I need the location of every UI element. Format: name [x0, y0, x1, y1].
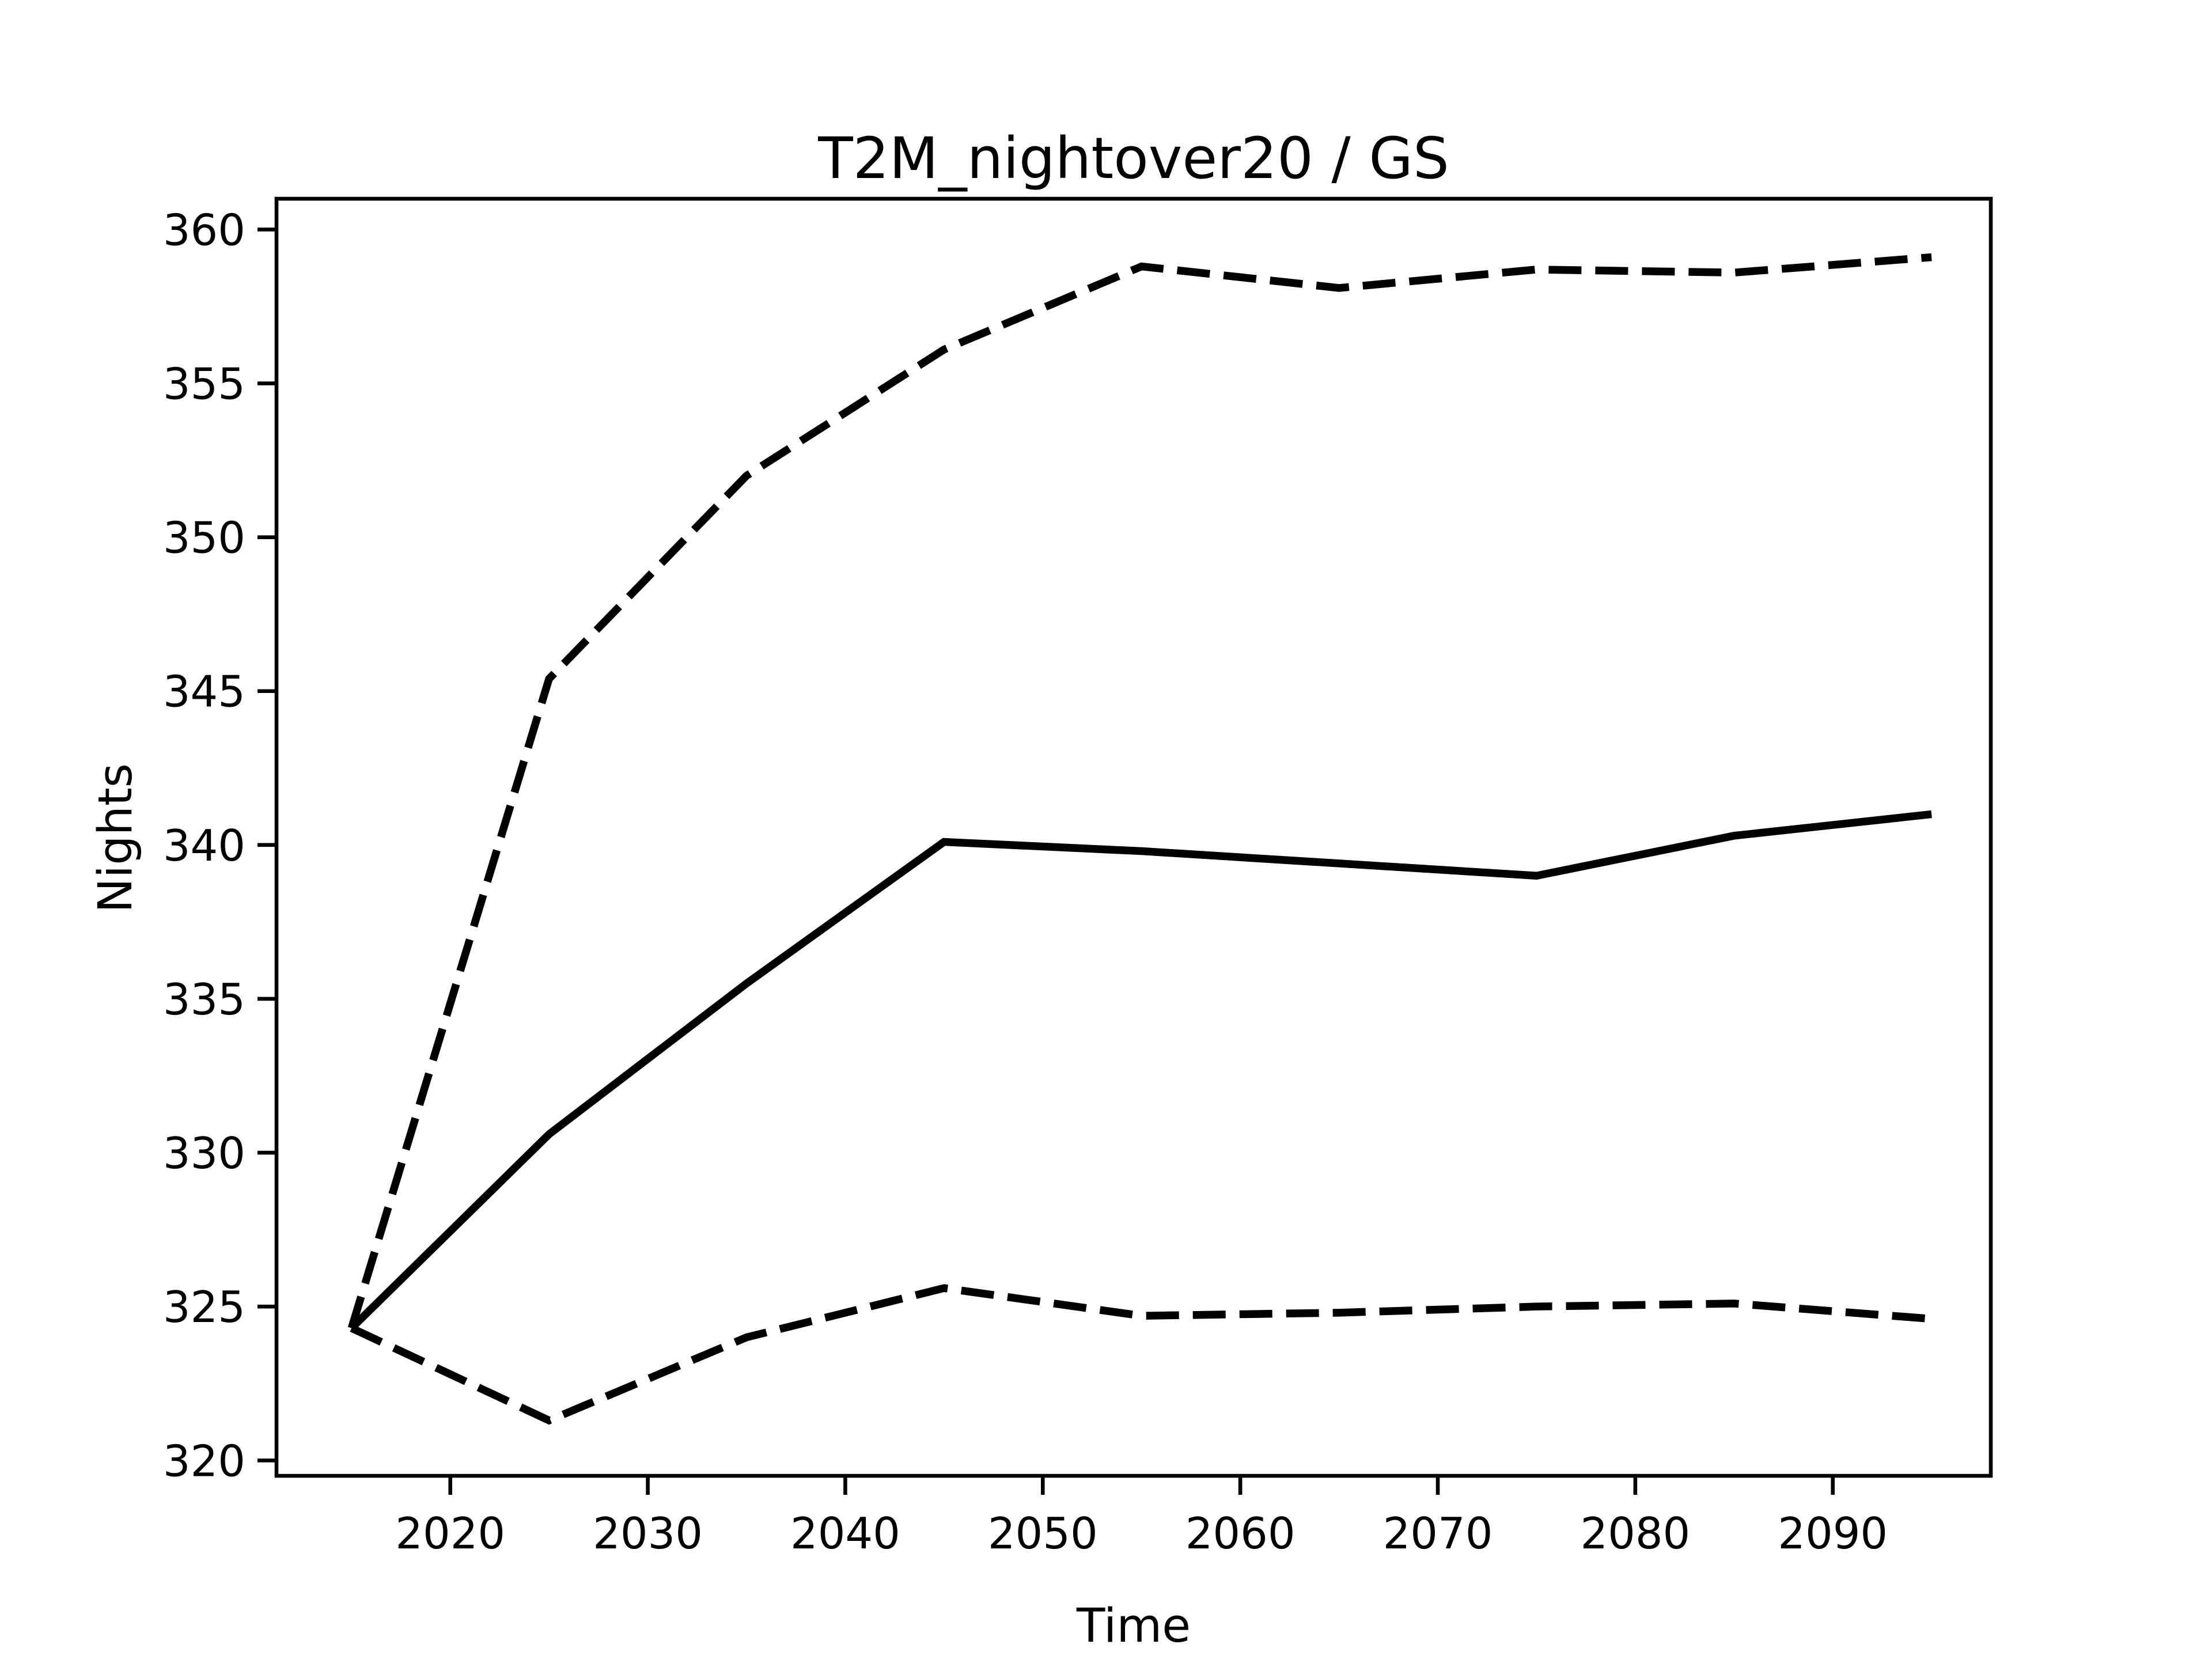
y-tick-label: 360	[163, 204, 245, 255]
y-axis-label: Nights	[89, 763, 143, 913]
x-tick-label: 2070	[1383, 1508, 1493, 1559]
y-tick-label: 350	[163, 513, 245, 563]
y-tick-label: 335	[163, 974, 245, 1025]
x-axis-label: Time	[1076, 1599, 1191, 1653]
y-tick-label: 330	[163, 1128, 245, 1179]
y-tick-label: 340	[163, 820, 245, 871]
x-tick-label: 2030	[593, 1508, 703, 1559]
x-tick-label: 2080	[1580, 1508, 1690, 1559]
x-tick-label: 2090	[1778, 1508, 1888, 1559]
y-tick-label: 320	[163, 1435, 245, 1486]
series-mean-line	[349, 810, 1932, 1331]
x-tick-label: 2050	[988, 1508, 1098, 1559]
series-upper-bound-line	[347, 253, 1932, 1330]
plot-border	[274, 196, 1993, 1478]
y-tick-label: 355	[163, 359, 245, 410]
x-tick-label: 2060	[1185, 1508, 1296, 1559]
y-tick-label: 345	[163, 666, 245, 717]
x-tick-label: 2020	[395, 1508, 505, 1559]
x-tick-label: 2040	[790, 1508, 900, 1559]
plot-area: 2020 2030 2040 2050 2060 2070 2080 2090 320 325 33…	[163, 196, 1993, 1559]
chart-title: T2M_nightover20 / GS	[817, 126, 1449, 192]
y-tick-label: 325	[163, 1282, 245, 1332]
series-lower-bound-line	[350, 1284, 1932, 1425]
